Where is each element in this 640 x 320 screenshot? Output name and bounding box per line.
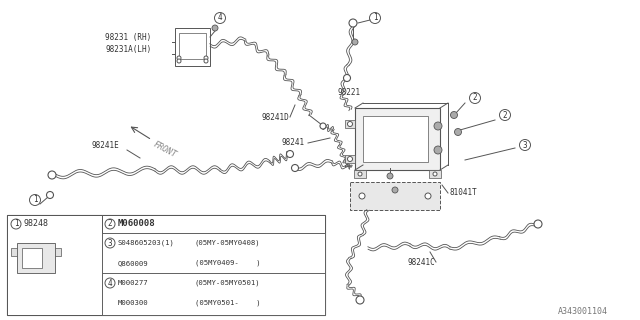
Text: (05MY-05MY0408): (05MY-05MY0408): [195, 240, 260, 246]
Circle shape: [434, 122, 442, 130]
Circle shape: [358, 172, 362, 176]
Text: (05MY-05MY0501): (05MY-05MY0501): [195, 280, 260, 286]
Circle shape: [359, 193, 365, 199]
Text: Q860009: Q860009: [118, 260, 148, 266]
Circle shape: [287, 150, 294, 157]
Text: 4: 4: [218, 13, 222, 22]
Text: (05MY0409-    ): (05MY0409- ): [195, 260, 260, 266]
Circle shape: [177, 56, 181, 60]
Circle shape: [204, 59, 208, 63]
Text: 98241E: 98241E: [92, 141, 120, 150]
Bar: [102, 233, 325, 273]
Circle shape: [348, 122, 353, 126]
Text: 4: 4: [108, 278, 112, 287]
Circle shape: [534, 220, 542, 228]
Text: 3: 3: [523, 140, 527, 149]
Text: M000300: M000300: [118, 300, 148, 306]
Bar: [22, 248, 42, 268]
Circle shape: [344, 75, 351, 82]
Bar: [7, 215, 325, 315]
Circle shape: [451, 111, 458, 118]
Circle shape: [177, 59, 181, 63]
Bar: [102, 215, 325, 233]
Text: 98248: 98248: [24, 220, 49, 228]
Circle shape: [349, 19, 357, 27]
Text: 81041T: 81041T: [450, 188, 477, 197]
Text: 2: 2: [108, 220, 112, 228]
Text: FRONT: FRONT: [152, 140, 179, 160]
Text: 98241D: 98241D: [262, 113, 290, 122]
Circle shape: [434, 146, 442, 154]
Text: 98231A(LH): 98231A(LH): [105, 45, 151, 54]
Bar: [350, 182, 440, 210]
Circle shape: [47, 191, 54, 198]
Bar: [363, 116, 428, 162]
Circle shape: [454, 129, 461, 135]
Bar: [175, 28, 210, 66]
Circle shape: [425, 193, 431, 199]
Bar: [429, 170, 441, 178]
Text: 1: 1: [13, 220, 19, 228]
Bar: [102, 273, 325, 315]
Text: M060008: M060008: [118, 220, 156, 228]
Circle shape: [433, 172, 437, 176]
Text: 1: 1: [372, 13, 378, 22]
Bar: [55, 248, 61, 256]
Bar: [7, 215, 102, 315]
Circle shape: [352, 39, 358, 45]
Circle shape: [204, 56, 208, 60]
Text: S048605203(1): S048605203(1): [118, 240, 175, 246]
Circle shape: [387, 173, 393, 179]
Text: 98221: 98221: [338, 88, 361, 97]
Bar: [179, 33, 206, 59]
Circle shape: [320, 123, 326, 129]
Circle shape: [348, 156, 353, 162]
Circle shape: [48, 171, 56, 179]
Bar: [354, 170, 366, 178]
Circle shape: [356, 296, 364, 304]
Text: 2: 2: [473, 93, 477, 102]
Bar: [17, 243, 55, 273]
Text: 98241: 98241: [282, 138, 305, 147]
Circle shape: [212, 25, 218, 31]
Bar: [11, 248, 17, 256]
Bar: [355, 108, 440, 170]
Text: M000277: M000277: [118, 280, 148, 286]
Circle shape: [291, 164, 298, 172]
Text: 98231 (RH): 98231 (RH): [105, 33, 151, 42]
Text: 3: 3: [108, 238, 112, 247]
Bar: [345, 155, 355, 163]
Text: 98241C: 98241C: [408, 258, 436, 267]
Bar: [345, 120, 355, 128]
Circle shape: [392, 187, 398, 193]
Text: 1: 1: [33, 196, 37, 204]
Text: A343001104: A343001104: [558, 307, 608, 316]
Text: (05MY0501-    ): (05MY0501- ): [195, 300, 260, 306]
Text: 2: 2: [502, 110, 508, 119]
